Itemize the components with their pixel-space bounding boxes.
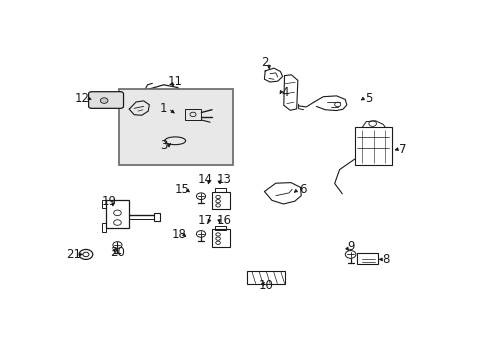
Text: 19: 19	[101, 195, 116, 208]
Text: 20: 20	[110, 246, 125, 259]
Bar	[119, 89, 233, 165]
Text: 7: 7	[399, 143, 407, 156]
Bar	[212, 229, 230, 247]
Text: 1: 1	[160, 102, 168, 115]
Text: 13: 13	[217, 173, 231, 186]
Text: 15: 15	[174, 183, 190, 196]
Text: 14: 14	[197, 173, 212, 186]
Text: 21: 21	[66, 248, 81, 261]
Circle shape	[100, 98, 108, 103]
Bar	[216, 226, 226, 230]
Bar	[216, 188, 226, 192]
Bar	[106, 201, 129, 228]
Text: 10: 10	[259, 279, 274, 292]
Text: 18: 18	[172, 228, 186, 241]
Bar	[212, 192, 230, 209]
Text: 9: 9	[347, 240, 354, 253]
Bar	[357, 253, 378, 264]
Text: 17: 17	[197, 213, 212, 226]
Text: 16: 16	[216, 213, 231, 226]
Text: 3: 3	[160, 139, 168, 152]
Text: 4: 4	[282, 86, 289, 99]
Text: 12: 12	[74, 91, 90, 105]
Text: 6: 6	[298, 183, 306, 196]
FancyBboxPatch shape	[89, 92, 123, 108]
Bar	[247, 271, 285, 284]
Bar	[101, 223, 106, 232]
Bar	[153, 213, 160, 221]
Bar	[185, 109, 201, 120]
Text: 5: 5	[365, 91, 372, 105]
Text: 8: 8	[382, 253, 390, 266]
Bar	[355, 127, 392, 165]
Text: 11: 11	[168, 75, 183, 88]
Text: 2: 2	[261, 55, 268, 68]
Bar	[101, 199, 106, 208]
